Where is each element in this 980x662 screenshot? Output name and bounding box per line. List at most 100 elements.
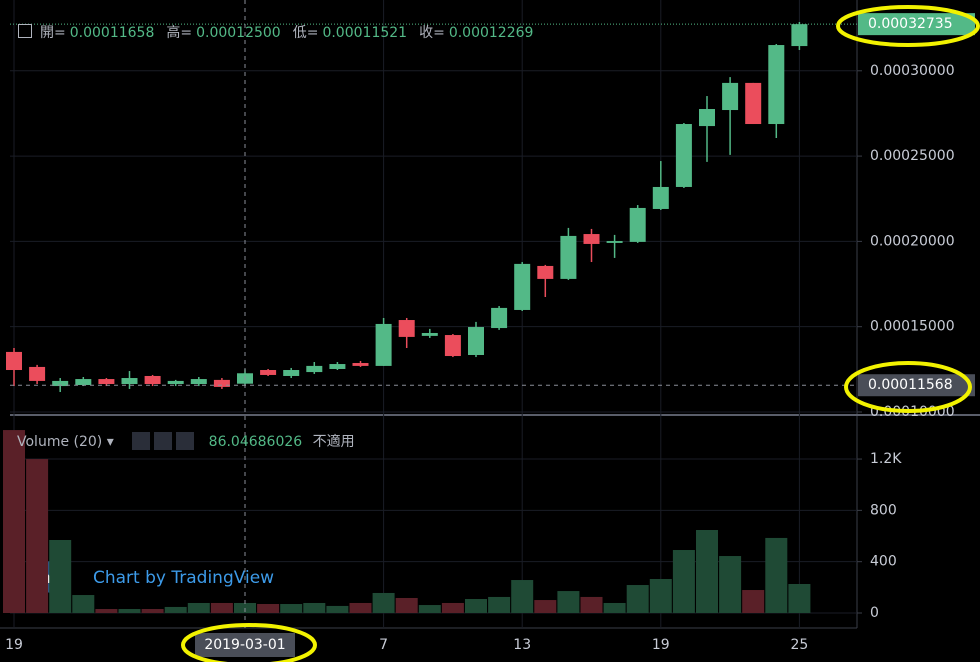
volume-bar [672, 550, 695, 613]
volume-bar [303, 602, 326, 613]
volume-bar [210, 602, 233, 613]
candle-body [167, 380, 184, 384]
candle-body [421, 332, 438, 336]
x-tick-label: 13 [513, 637, 531, 653]
candle-body [791, 24, 808, 47]
button[interactable] [176, 432, 195, 450]
volume-bar [3, 430, 25, 613]
volume-bar [257, 604, 280, 613]
y-tick-label: 800 [870, 502, 897, 518]
collapse-icon[interactable] [18, 24, 32, 38]
volume-bar [649, 578, 672, 613]
candle-body [306, 365, 323, 373]
volume-bar [696, 529, 718, 613]
volume-bar [372, 592, 395, 613]
crosshair-price-box [858, 374, 975, 397]
volume-bar [326, 605, 349, 613]
volume-bar [164, 606, 187, 613]
button[interactable] [154, 432, 173, 450]
candle-body [722, 82, 739, 111]
volume-bar [788, 583, 811, 613]
y-tick-label: 400 [870, 554, 897, 570]
candle-body [213, 379, 230, 387]
candle-body [444, 335, 461, 357]
y-tick-label: 0 [870, 605, 879, 621]
volume-bar [26, 459, 49, 613]
volume-bar [187, 602, 210, 613]
legend-value: 0.00011521 [322, 25, 408, 41]
candle-body [52, 380, 69, 387]
candle-body [375, 323, 392, 366]
volume-bar [95, 609, 118, 613]
volume-status: 不適用 [312, 434, 355, 450]
volume-legend: Volume (20) ▾ 86.04686026 不適用 [17, 432, 355, 450]
candle-body [283, 370, 300, 376]
highlight-ellipse [844, 361, 972, 413]
candle-body [629, 207, 646, 242]
candle-body [352, 363, 369, 366]
legend-key: 收= [419, 25, 445, 41]
x-tick-label: 7 [379, 637, 388, 653]
volume-bar [765, 537, 788, 613]
x-tick-label: 19 [652, 637, 670, 653]
candle-body [491, 307, 508, 329]
candle-body [537, 265, 554, 279]
volume-title[interactable]: Volume (20) [17, 434, 103, 450]
volume-bar [742, 590, 765, 613]
crosshair-date-box [195, 633, 295, 657]
candle-body [121, 378, 138, 384]
volume-bar [418, 605, 441, 613]
candle-body [699, 109, 715, 127]
volume-bar [603, 602, 626, 613]
volume-bar [395, 597, 418, 613]
y-tick-label: 0.00020000 [870, 233, 955, 249]
button[interactable] [132, 432, 151, 450]
volume-bar [580, 596, 603, 613]
volume-bar [72, 595, 95, 613]
y-tick-label: 0.00015000 [870, 319, 955, 335]
candle-body [75, 379, 92, 386]
y-tick-label: 1.2K [870, 451, 902, 467]
highlight-ellipse [181, 623, 317, 662]
volume-ma: 86.04686026 [208, 434, 303, 450]
volume-bar [465, 599, 487, 613]
candle-body [560, 235, 577, 279]
volume-bar [511, 580, 534, 613]
candle-body [514, 263, 531, 310]
volume-bar [719, 556, 742, 613]
crosshair-price-label: 0.00011568 [868, 377, 953, 393]
y-tick-label: 0.00025000 [870, 148, 955, 164]
candle-body [675, 124, 692, 187]
legend-value: 0.00012500 [196, 25, 281, 41]
candle-body [652, 186, 669, 209]
legend-key: 低= [292, 25, 319, 41]
candle-body [745, 82, 762, 125]
candle-body [606, 241, 623, 243]
legend-key: 高= [166, 25, 193, 41]
x-tick-label: 19 [5, 637, 23, 653]
x-tick-label: 25 [790, 637, 808, 653]
highlight-ellipse [836, 5, 980, 47]
candle-body [190, 379, 207, 384]
candle-body [260, 370, 277, 375]
candle-body [144, 375, 161, 384]
volume-bar [280, 604, 303, 613]
candle-body [768, 45, 785, 125]
volume-bar [557, 591, 580, 613]
ohlc-legend: 開= 0.00011658 高= 0.00012500 低= 0.00011521 收= 0.… [18, 22, 533, 42]
watermark-text: Chart by TradingView [93, 568, 274, 588]
candle-body [329, 364, 346, 369]
legend-key: 開= [40, 25, 66, 41]
volume-bar [234, 602, 256, 613]
last-price-box [858, 13, 975, 36]
volume-bar [441, 602, 464, 613]
volume-bar [118, 609, 141, 613]
volume-bar [488, 596, 511, 613]
price-axis [857, 0, 980, 662]
candle-body [29, 366, 46, 381]
last-price-label: 0.00032735 [868, 16, 953, 32]
legend-value: 0.00012269 [448, 25, 534, 41]
